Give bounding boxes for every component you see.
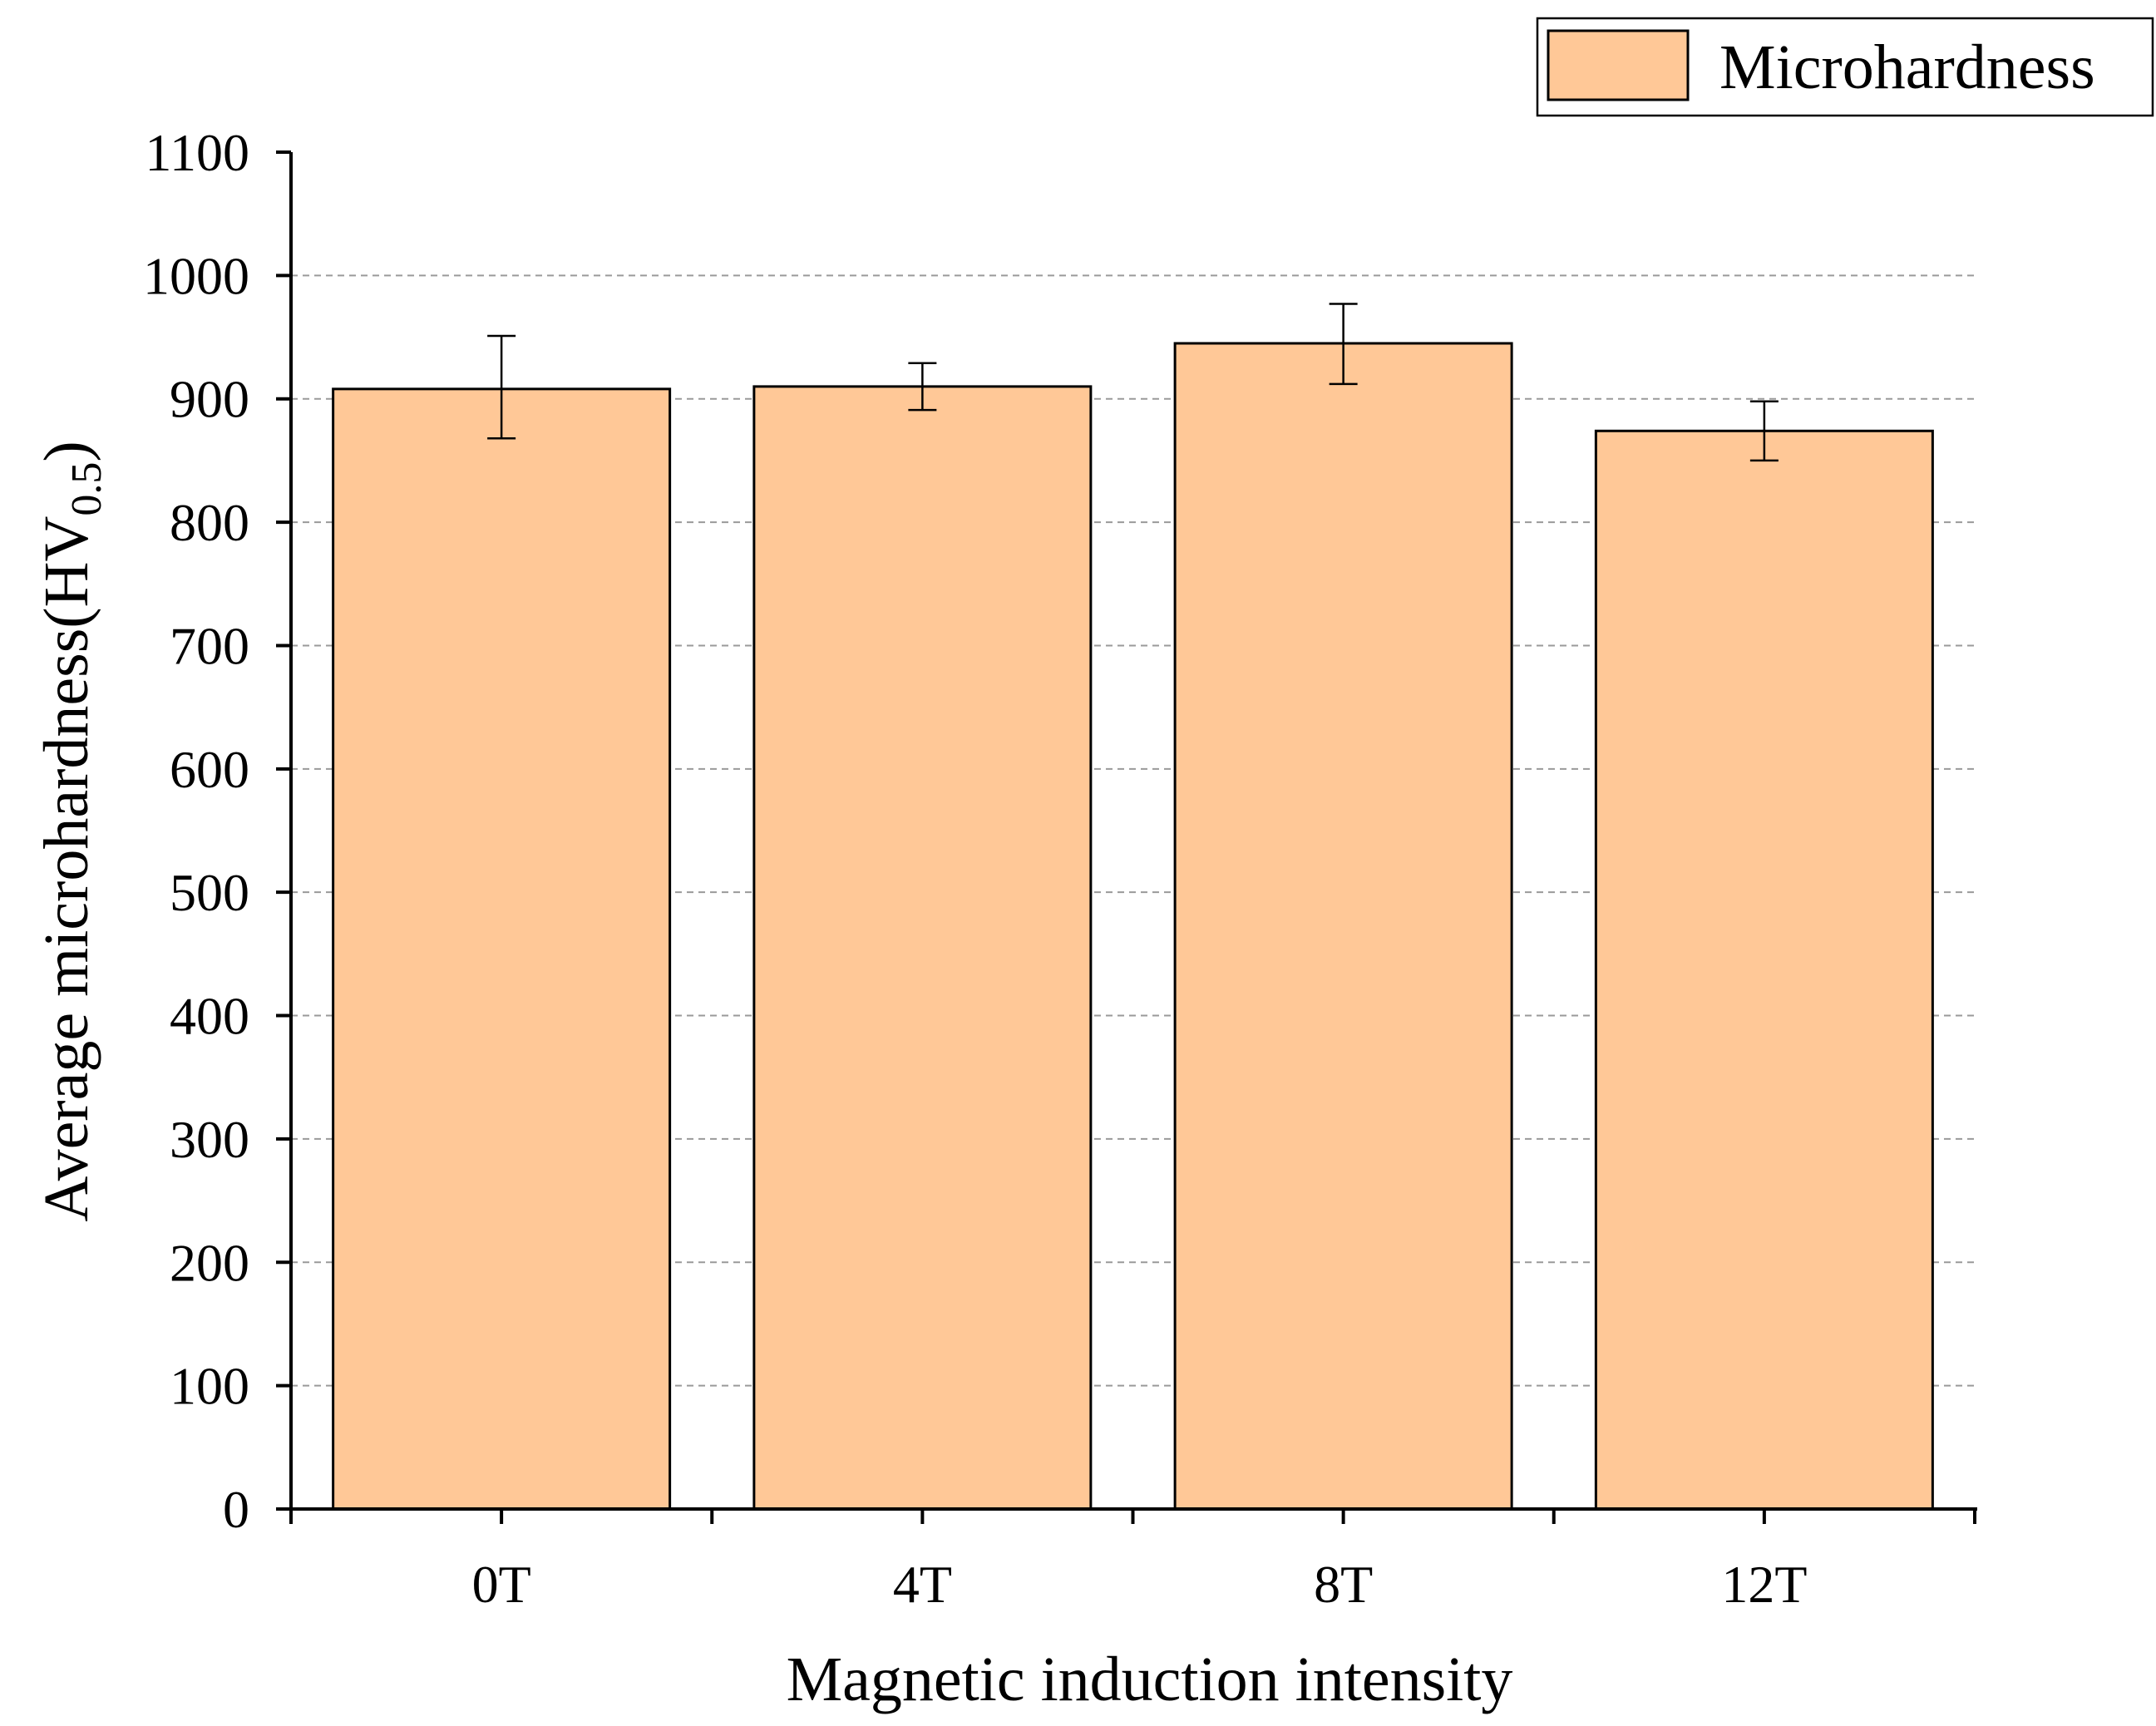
y-tick-label: 800 (170, 493, 249, 552)
x-tick-label: 4T (893, 1555, 952, 1614)
bar-4T (752, 385, 1093, 1511)
y-axis-title-close: ) (32, 441, 101, 461)
y-tick-label: 600 (170, 740, 249, 799)
y-tick-label: 200 (170, 1233, 249, 1292)
error-bars (487, 303, 1779, 462)
x-tick-label: 12T (1721, 1555, 1807, 1614)
x-tick-label: 8T (1314, 1555, 1373, 1614)
y-tick-label: 700 (170, 616, 249, 675)
bar-8T (1173, 342, 1513, 1511)
y-tick-label: 1100 (145, 123, 249, 182)
y-tick-label: 1000 (143, 246, 249, 305)
x-axis-title: Magnetic induction intensity (787, 1645, 1513, 1714)
y-tick-label: 100 (170, 1357, 249, 1416)
y-tick-label: 0 (223, 1480, 249, 1539)
y-tick-label: 400 (170, 987, 249, 1046)
bar-12T (1594, 429, 1934, 1511)
legend: Microhardness (1536, 17, 2154, 117)
y-axis-title-subscript: 0.5 (63, 462, 111, 516)
legend-swatch (1547, 29, 1690, 101)
x-tick-label: 0T (472, 1555, 531, 1614)
labels: Magnetic induction intensity Average mic… (32, 441, 1512, 1714)
y-tick-label: 300 (170, 1110, 249, 1169)
legend-label: Microhardness (1719, 32, 2095, 102)
bar-0T (332, 387, 672, 1511)
y-tick-label: 500 (170, 863, 249, 922)
axes: 0 100 200 300 400 500 600 700 800 900 1000 1100 0T 4T… (143, 123, 1977, 1614)
y-axis-title-main: Average microhardness(HV (32, 516, 101, 1222)
y-tick-label: 900 (170, 370, 249, 429)
bars (332, 342, 1934, 1511)
y-axis-title: Average microhardness(HV0.5) (32, 441, 111, 1221)
